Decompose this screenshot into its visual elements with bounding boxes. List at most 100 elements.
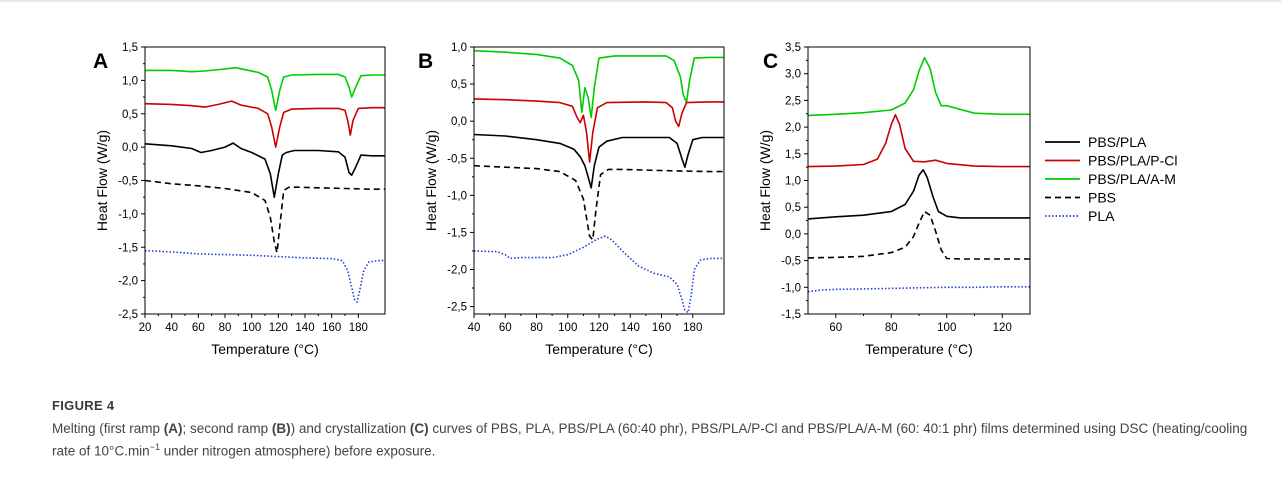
series-line-pla bbox=[145, 249, 385, 303]
x-axis-label: Temperature (°C) bbox=[545, 341, 653, 357]
x-tick-label: 60 bbox=[829, 322, 842, 334]
plot-frame bbox=[473, 46, 725, 315]
y-tick-label: -1,0 bbox=[118, 209, 138, 221]
x-tick-label: 120 bbox=[269, 322, 288, 334]
series-group bbox=[145, 66, 385, 303]
x-tick-label: 80 bbox=[219, 322, 232, 334]
x-tick-label: 120 bbox=[993, 322, 1012, 334]
chart-panel-a: 20 40 60 80 100 120 140 160 180 -2,5 -2,0 -1,5 -1,0 -… bbox=[93, 42, 386, 357]
x-tick-label: 160 bbox=[322, 322, 341, 334]
x-tick-label: 40 bbox=[468, 322, 481, 334]
caption-part-6: curves of PBS, PLA, PBS/PLA (60:40 phr),… bbox=[52, 421, 1248, 459]
y-axis-label: Heat Flow (W/g) bbox=[423, 130, 439, 231]
caption-part-8: under nitrogen atmosphere) before exposu… bbox=[159, 443, 436, 459]
series-line-pbs-pla-p-cl bbox=[808, 114, 1030, 168]
caption-part-4: ) and crystallization bbox=[290, 421, 410, 436]
x-tick-label: 60 bbox=[499, 322, 512, 334]
legend-label: PLA bbox=[1088, 208, 1115, 224]
figure-label: FIGURE 4 bbox=[52, 398, 115, 413]
y-tick-label: 0,5 bbox=[785, 202, 801, 214]
caption-part-7: −1 bbox=[149, 442, 160, 452]
y-tick-label: -1,5 bbox=[118, 242, 138, 254]
legend-item: PBS bbox=[1045, 190, 1116, 206]
x-tick-label: 160 bbox=[652, 322, 671, 334]
caption-text: Melting (first ramp (A); second ramp (B)… bbox=[52, 419, 1267, 461]
y-tick-label: 3,5 bbox=[785, 42, 801, 54]
y-tick-label: -1,5 bbox=[447, 227, 467, 239]
y-tick-label: 1,0 bbox=[122, 75, 138, 87]
y-tick-label: 0,5 bbox=[122, 109, 138, 121]
series-line-pbs bbox=[808, 210, 1030, 260]
x-tick-label: 60 bbox=[192, 322, 205, 334]
y-tick-label: 1,5 bbox=[785, 149, 801, 161]
y-tick-label: 1,5 bbox=[122, 42, 138, 54]
x-tick-label: 80 bbox=[530, 322, 543, 334]
caption-part-0: Melting (first ramp bbox=[52, 421, 164, 436]
series-line-pbs bbox=[474, 164, 724, 241]
y-tick-label: -0,5 bbox=[118, 176, 138, 188]
chart-panel-b: 40 60 80 100 120 140 160 180 -2,5 -2,0 -1,5 -1,0 -0,… bbox=[418, 42, 725, 357]
y-tick-label: -2,5 bbox=[447, 302, 467, 314]
series-line-pbs-pla bbox=[145, 142, 385, 198]
series-line-pbs-pla bbox=[474, 133, 724, 189]
series-line-pbs bbox=[145, 179, 385, 254]
series-line-pbs-pla-p-cl bbox=[474, 98, 724, 163]
x-tick-label: 140 bbox=[621, 322, 640, 334]
x-tick-label: 180 bbox=[683, 322, 702, 334]
y-tick-label: -1,0 bbox=[447, 190, 467, 202]
legend-item: PBS/PLA/P-Cl bbox=[1045, 153, 1177, 169]
caption-part-5: (C) bbox=[409, 421, 429, 436]
panel-letter: A bbox=[93, 50, 108, 73]
charts-layer: 20 40 60 80 100 120 140 160 180 -2,5 -2,0 -1,5 -1,0 -… bbox=[93, 42, 1031, 357]
plot-frame bbox=[807, 46, 1031, 315]
y-tick-label: 0,0 bbox=[122, 142, 138, 154]
x-tick-label: 100 bbox=[242, 322, 261, 334]
legend-item: PBS/PLA bbox=[1045, 134, 1147, 150]
series-line-pbs-pla-a-m bbox=[808, 56, 1030, 117]
y-tick-label: 0,5 bbox=[451, 79, 467, 91]
caption-part-3: (B) bbox=[271, 421, 291, 436]
series-line-pbs-pla bbox=[808, 169, 1030, 220]
caption-part-1: (A) bbox=[163, 421, 183, 436]
y-tick-label: -2,5 bbox=[118, 309, 138, 321]
legend-item: PLA bbox=[1045, 208, 1115, 224]
series-group bbox=[474, 49, 724, 314]
y-tick-label: -1,5 bbox=[781, 309, 801, 321]
y-tick-label: -2,0 bbox=[447, 265, 467, 277]
y-tick-label: -1,0 bbox=[781, 282, 801, 294]
series-line-pbs-pla-a-m bbox=[474, 49, 724, 119]
x-tick-label: 80 bbox=[885, 322, 898, 334]
legend-label: PBS/PLA/P-Cl bbox=[1088, 153, 1177, 169]
y-tick-label: 1,0 bbox=[785, 176, 801, 188]
y-tick-label: 2,0 bbox=[785, 122, 801, 134]
y-tick-label: -2,0 bbox=[118, 276, 138, 288]
series-line-pla bbox=[474, 235, 724, 314]
x-axis-label: Temperature (°C) bbox=[865, 341, 973, 357]
legend-item: PBS/PLA/A-M bbox=[1045, 171, 1176, 187]
legend: PBS/PLA PBS/PLA/P-Cl PBS/PLA/A-M PBS PLA bbox=[1045, 134, 1177, 224]
panel-letter: C bbox=[763, 50, 778, 73]
y-tick-label: 2,5 bbox=[785, 95, 801, 107]
x-axis-label: Temperature (°C) bbox=[211, 341, 319, 357]
legend-label: PBS/PLA bbox=[1088, 134, 1147, 150]
y-tick-label: -0,5 bbox=[447, 153, 467, 165]
x-tick-label: 120 bbox=[589, 322, 608, 334]
x-tick-label: 40 bbox=[165, 322, 178, 334]
figure-caption: FIGURE 4 Melting (first ramp (A); second… bbox=[52, 398, 1267, 461]
y-tick-label: 0,0 bbox=[785, 229, 801, 241]
x-tick-label: 20 bbox=[139, 322, 152, 334]
y-tick-label: -0,5 bbox=[781, 256, 801, 268]
series-group bbox=[808, 56, 1030, 293]
x-tick-label: 100 bbox=[558, 322, 577, 334]
series-line-pla bbox=[808, 285, 1030, 293]
series-line-pbs-pla-p-cl bbox=[145, 100, 385, 148]
y-axis-label: Heat Flow (W/g) bbox=[94, 130, 110, 231]
y-axis-label: Heat Flow (W/g) bbox=[757, 130, 773, 231]
legend-label: PBS bbox=[1088, 190, 1116, 206]
y-tick-label: 3,0 bbox=[785, 69, 801, 81]
panel-letter: B bbox=[418, 50, 433, 73]
legend-label: PBS/PLA/A-M bbox=[1088, 171, 1176, 187]
chart-panel-c: 60 80 100 120 -1,5 -1,0 -0,5 0,0 0,5 1,0 1,5 2,0 2,5… bbox=[757, 42, 1031, 357]
